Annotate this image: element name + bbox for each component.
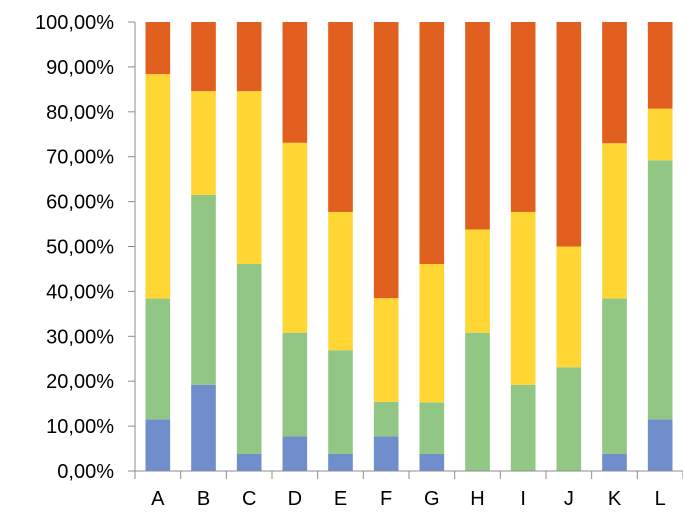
bar-segment-K-s4 (602, 22, 627, 144)
bar-segment-L-s1 (647, 419, 673, 471)
bar-segment-C-s1 (236, 453, 262, 471)
bar-segment-H-s4 (465, 22, 490, 230)
y-tick-label: 40,00% (46, 281, 114, 303)
x-tick-label-F: F (380, 488, 392, 510)
y-tick-label: 90,00% (46, 57, 114, 79)
x-tick-label-G: G (424, 488, 440, 510)
bar-segment-K-s1 (602, 453, 627, 471)
bar-segment-L-s3 (647, 108, 673, 161)
bar-segment-D-s1 (282, 436, 308, 471)
bar-segment-G-s3 (419, 264, 445, 403)
x-tick-label-K: K (608, 488, 622, 510)
bar-segment-I-s4 (510, 22, 536, 212)
bar-segment-A-s1 (145, 419, 171, 471)
bar-segment-F-s2 (373, 401, 399, 437)
x-tick-label-D: D (288, 488, 302, 510)
bar-segment-J-s3 (556, 246, 582, 368)
bar-segment-K-s3 (602, 143, 627, 299)
y-tick-label: 100,00% (35, 12, 114, 34)
y-axis-labels: 0,00% 10,00% 20,00% 30,00% 40,00% 50,00% 60,00… (35, 12, 114, 483)
y-tick-label: 10,00% (46, 416, 114, 438)
bar-segment-J-s2 (556, 367, 582, 471)
bar-segment-D-s3 (282, 142, 308, 333)
x-tick-label-I: I (520, 488, 526, 510)
bar-segment-B-s1 (191, 384, 216, 471)
bar-segment-C-s4 (236, 22, 262, 92)
bar-segment-A-s4 (145, 22, 171, 75)
y-tick-label: 20,00% (46, 371, 114, 393)
y-tick-label: 50,00% (46, 237, 114, 259)
bar-segment-F-s3 (373, 298, 399, 402)
bars-group (145, 22, 673, 471)
bar-segment-J-s4 (556, 22, 582, 247)
y-tick-label: 80,00% (46, 102, 114, 124)
axes-group (128, 21, 683, 479)
bar-segment-B-s2 (191, 194, 216, 385)
bar-segment-L-s4 (647, 22, 673, 109)
bar-segment-L-s2 (647, 160, 673, 420)
bar-segment-H-s3 (465, 229, 490, 333)
x-tick-label-B: B (197, 488, 210, 510)
x-tick-label-J: J (564, 488, 574, 510)
bar-segment-D-s2 (282, 332, 308, 437)
bar-segment-C-s3 (236, 91, 262, 265)
bar-segment-D-s4 (282, 22, 308, 143)
bar-segment-F-s4 (373, 22, 399, 299)
bar-segment-E-s3 (328, 211, 353, 351)
y-tick-label: 0,00% (57, 461, 114, 483)
bar-segment-G-s2 (419, 402, 445, 454)
x-tick-label-A: A (151, 488, 165, 510)
x-tick-label-C: C (242, 488, 256, 510)
bar-segment-B-s4 (191, 22, 216, 92)
bar-segment-G-s4 (419, 22, 445, 265)
bar-segment-B-s3 (191, 91, 216, 195)
y-tick-label: 70,00% (46, 147, 114, 169)
bar-segment-H-s2 (465, 332, 490, 471)
x-tick-label-L: L (655, 488, 666, 510)
bar-segment-E-s1 (328, 453, 353, 471)
y-tick-label: 60,00% (46, 192, 114, 214)
bar-segment-F-s1 (373, 436, 399, 471)
bar-segment-G-s1 (419, 453, 445, 471)
bar-segment-I-s3 (510, 211, 536, 385)
bar-segment-K-s2 (602, 298, 627, 454)
bar-segment-I-s2 (510, 384, 536, 471)
x-tick-label-E: E (334, 488, 347, 510)
x-axis-labels: A B C D E F G H I J K L (151, 488, 666, 510)
y-tick-label: 30,00% (46, 326, 114, 348)
bar-segment-A-s2 (145, 298, 171, 420)
bar-segment-E-s2 (328, 350, 353, 454)
x-tick-label-H: H (470, 488, 484, 510)
bar-segment-C-s2 (236, 264, 262, 454)
bar-segment-E-s4 (328, 22, 353, 212)
bar-segment-A-s3 (145, 74, 171, 299)
